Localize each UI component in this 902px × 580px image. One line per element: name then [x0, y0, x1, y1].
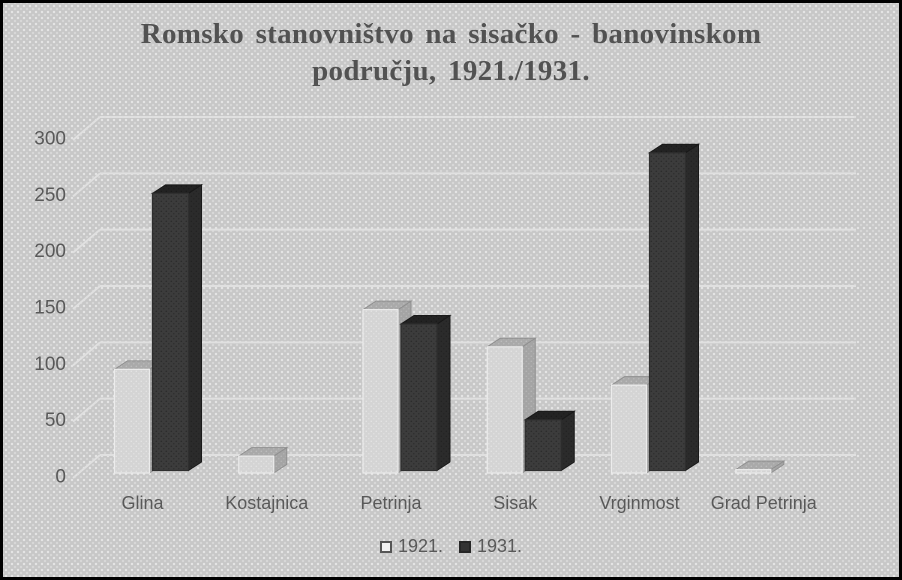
y-tick-label-150: 150 — [34, 297, 66, 318]
y-tick-label-100: 100 — [34, 354, 66, 375]
y-tick-label-50: 50 — [45, 410, 66, 431]
gridline-connector-0 — [72, 454, 101, 479]
chart-title: Romsko stanovništvo na sisačko - banovin… — [3, 16, 899, 90]
y-tick-label-300: 300 — [34, 128, 66, 149]
legend-swatch-1921-icon — [379, 540, 392, 553]
bar-1931-vrginmost — [648, 152, 687, 472]
bar-1921-grad-petrinja — [735, 469, 772, 474]
legend-swatch-1931-icon — [459, 540, 471, 553]
bar-1921-sisak — [486, 346, 523, 474]
y-tick-label-250: 250 — [34, 185, 66, 206]
legend-label-1921: 1921. — [397, 536, 443, 556]
bar-1931-sisak — [524, 419, 562, 472]
bar-1931-petrinja — [400, 323, 438, 472]
y-tick-label-0: 0 — [55, 467, 66, 488]
bar-chart-canvas: 0 50 100 150 200 250 300 Glina Kostajnica Petrinj… — [34, 115, 856, 513]
gridline-connector-300 — [72, 116, 101, 141]
x-category-label-kostajnica: Kostajnica — [225, 493, 309, 513]
x-category-label-petrinja: Petrinja — [360, 493, 422, 513]
bar-1931-petrinja-side-face — [436, 314, 451, 472]
legend-label-1931: 1931. — [477, 536, 523, 556]
bar-1931-glina-side-face — [188, 183, 202, 472]
legend-item-1921: 1921. — [379, 536, 443, 557]
chart-title-line1: Romsko stanovništvo na sisačko - banovin… — [140, 18, 762, 50]
gridline-connector-250 — [72, 172, 101, 198]
x-category-label-vrginmost: Vrginmost — [599, 493, 679, 513]
x-category-label-glina: Glina — [121, 493, 164, 513]
gridline-connector-50 — [72, 397, 101, 423]
legend-item-1931: 1931. — [459, 536, 522, 557]
gridline-connector-150 — [72, 285, 101, 310]
bar-1921-glina — [113, 368, 151, 474]
bar-1921-petrinja — [362, 309, 399, 474]
gridline-connector-100 — [72, 341, 101, 367]
bar-1931-glina — [151, 192, 190, 472]
chart-title-line2: području, 1921./1931. — [312, 55, 590, 87]
bar-1921-vrginmost — [610, 384, 648, 474]
bar-1931-vrginmost-side-face — [685, 143, 699, 472]
bar-1931-sisak-side-face — [560, 410, 575, 472]
legend: 1921. 1931. — [3, 536, 899, 557]
x-category-label-grad-petrinja: Grad Petrinja — [711, 493, 818, 513]
gridline-connector-200 — [72, 228, 101, 254]
x-category-label-sisak: Sisak — [493, 493, 538, 513]
y-tick-label-200: 200 — [34, 241, 66, 262]
bar-1921-kostajnica — [238, 455, 275, 474]
